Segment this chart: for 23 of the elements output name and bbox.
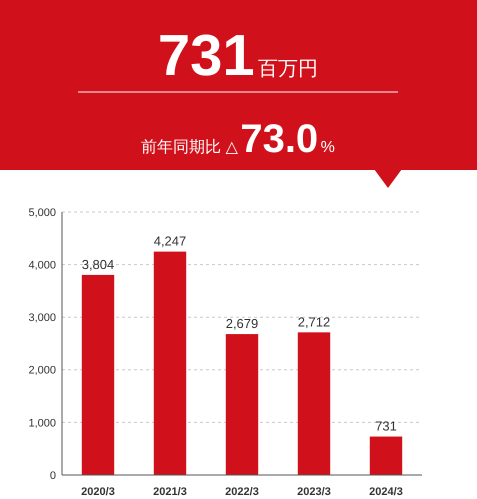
y-tick-label: 3,000: [28, 312, 56, 324]
bar: [154, 252, 186, 475]
data-label: 3,804: [82, 256, 114, 272]
chart-title: 731百万円: [158, 23, 318, 88]
y-tick-label: 2,000: [28, 364, 56, 377]
bar: [298, 332, 330, 475]
data-label: 2,712: [298, 314, 330, 330]
bar: [370, 436, 402, 475]
x-tick-label: 2020/3: [81, 486, 115, 498]
bar: [226, 334, 258, 475]
y-tick-label: 1,000: [28, 417, 56, 430]
y-tick-label: 0: [50, 470, 56, 482]
data-label: 2,679: [226, 316, 258, 332]
chart-subtitle: 前年同期比 △73.0%: [141, 117, 335, 161]
data-label: 4,247: [154, 234, 186, 249]
data-label: 731: [375, 418, 397, 434]
bar: [82, 274, 114, 475]
x-tick-label: 2023/3: [297, 486, 331, 498]
y-tick-label: 5,000: [28, 206, 56, 219]
x-tick-label: 2024/3: [369, 486, 403, 498]
x-tick-label: 2022/3: [225, 486, 259, 498]
y-tick-label: 4,000: [28, 259, 56, 272]
x-tick-label: 2021/3: [153, 486, 187, 498]
